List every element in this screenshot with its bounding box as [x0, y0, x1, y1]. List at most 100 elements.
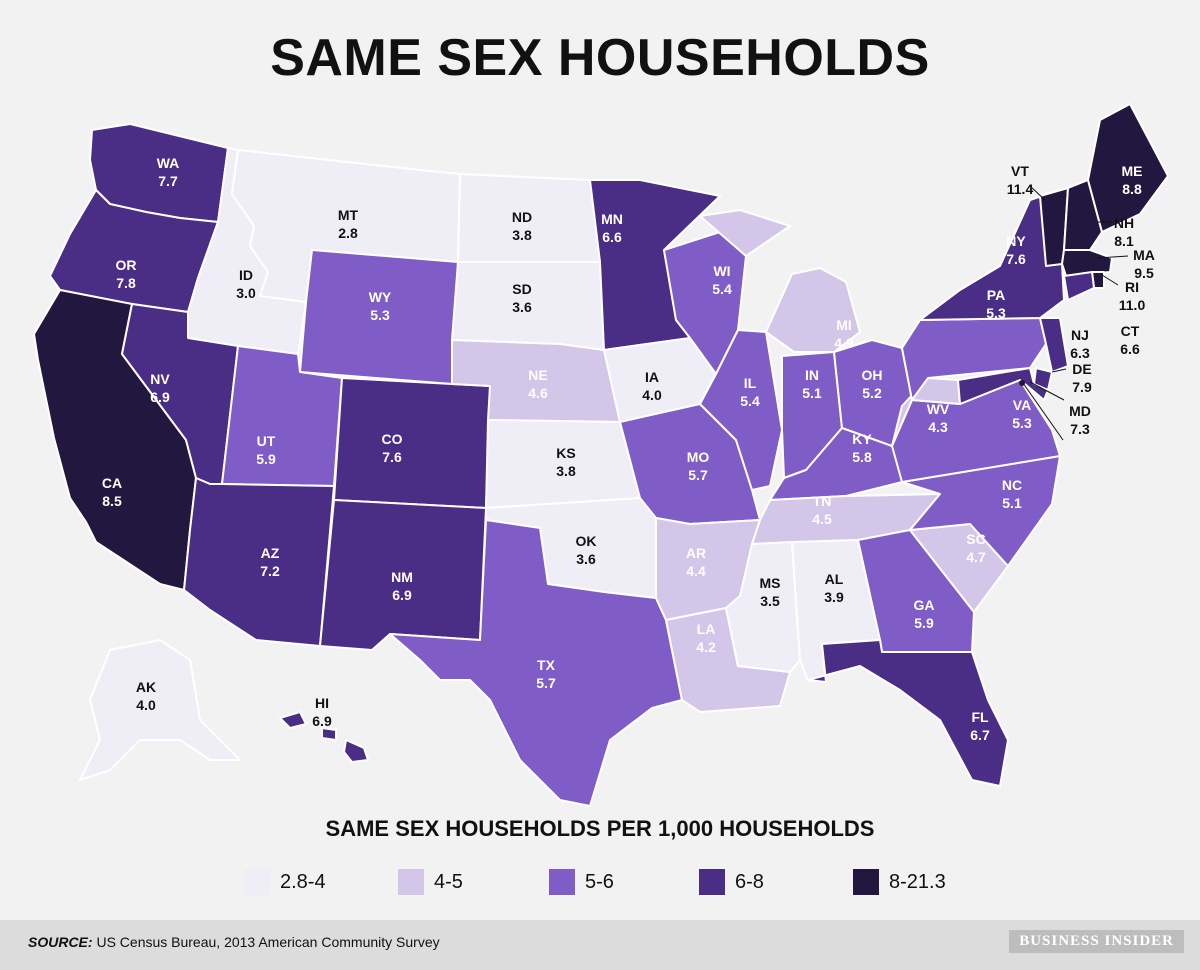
state-mi: [699, 209, 861, 353]
state-abbr-wv: WV: [927, 401, 950, 417]
state-value-nc: 5.1: [1002, 495, 1022, 511]
state-value-ut: 5.9: [256, 451, 276, 467]
footer: SOURCE: US Census Bureau, 2013 American …: [0, 920, 1200, 970]
state-value-ak: 4.0: [136, 697, 156, 713]
state-abbr-de: DE: [1072, 361, 1091, 377]
state-abbr-ga: GA: [914, 597, 935, 613]
legend: 2.8-4 4-5 5-6 6-8 8-21.3: [0, 867, 1200, 897]
legend-title: SAME SEX HOUSEHOLDS PER 1,000 HOUSEHOLDS: [325, 816, 875, 841]
state-value-la: 4.2: [696, 639, 716, 655]
state-value-oh: 5.2: [862, 385, 882, 401]
state-abbr-in: IN: [805, 367, 819, 383]
legend-swatch: [244, 869, 270, 895]
state-abbr-ok: OK: [576, 533, 597, 549]
state-value-wi: 5.4: [712, 281, 732, 297]
state-value-nh: 8.1: [1114, 233, 1134, 249]
state-value-tn: 4.5: [812, 511, 832, 527]
state-abbr-oh: OH: [862, 367, 883, 383]
state-value-nv: 6.9: [150, 389, 170, 405]
state-value-ks: 3.8: [556, 463, 576, 479]
state-abbr-az: AZ: [261, 545, 280, 561]
state-value-wa: 7.7: [158, 173, 178, 189]
leader-md: [1029, 381, 1065, 401]
state-value-co: 7.6: [382, 449, 402, 465]
state-abbr-la: LA: [697, 621, 716, 637]
state-value-de: 7.9: [1072, 379, 1092, 395]
state-value-nm: 6.9: [392, 587, 412, 603]
state-value-nj: 6.3: [1070, 345, 1090, 361]
source-note: SOURCE: US Census Bureau, 2013 American …: [28, 934, 440, 950]
state-abbr-md: MD: [1069, 403, 1091, 419]
state-abbr-nj: NJ: [1071, 327, 1089, 343]
state-value-ms: 3.5: [760, 593, 780, 609]
state-abbr-ct: CT: [1121, 323, 1140, 339]
state-abbr-tx: TX: [537, 657, 556, 673]
state-abbr-nv: NV: [150, 371, 170, 387]
state-value-al: 3.9: [824, 589, 844, 605]
state-value-ia: 4.0: [642, 387, 662, 403]
state-value-pa: 5.3: [986, 305, 1006, 321]
state-value-ne: 4.6: [528, 385, 548, 401]
state-abbr-sc: SC: [966, 531, 985, 547]
state-abbr-id: ID: [239, 267, 253, 283]
state-abbr-ri: RI: [1125, 279, 1139, 295]
state-value-fl: 6.7: [970, 727, 990, 743]
state-abbr-fl: FL: [971, 709, 989, 725]
source-prefix: SOURCE:: [28, 934, 93, 950]
state-ms: [725, 541, 801, 673]
state-value-hi: 6.9: [312, 713, 332, 729]
state-value-mi: 4.9: [834, 335, 854, 351]
state-value-ga: 5.9: [914, 615, 934, 631]
state-abbr-nc: NC: [1002, 477, 1022, 493]
leader-dc: [1022, 382, 1064, 441]
state-value-mt: 2.8: [338, 225, 358, 241]
state-abbr-co: CO: [382, 431, 403, 447]
leader-ma: [1097, 255, 1129, 259]
state-abbr-pa: PA: [987, 287, 1005, 303]
state-value-ny: 7.6: [1006, 251, 1026, 267]
legend-label: 2.8-4: [280, 870, 326, 893]
state-abbr-tn: TN: [813, 493, 832, 509]
state-abbr-wa: WA: [157, 155, 180, 171]
page-title: SAME SEX HOUSEHOLDS: [270, 29, 930, 87]
leader-de: [1051, 368, 1067, 373]
state-value-id: 3.0: [236, 285, 256, 301]
legend-item-bin3: 5-6: [549, 867, 614, 897]
state-abbr-ak: AK: [136, 679, 156, 695]
state-abbr-nd: ND: [512, 209, 532, 225]
state-md: [957, 367, 1049, 405]
state-value-in: 5.1: [802, 385, 822, 401]
brand-logo: BUSINESS INSIDER: [1009, 930, 1184, 953]
state-abbr-ca: CA: [102, 475, 122, 491]
state-ct: [1063, 271, 1095, 301]
state-abbr-va: VA: [1013, 397, 1031, 413]
state-co: [333, 377, 491, 509]
legend-label: 6-8: [735, 870, 764, 893]
legend-label: 4-5: [434, 870, 463, 893]
state-value-vt: 11.4: [1007, 181, 1034, 197]
state-abbr-wy: WY: [369, 289, 392, 305]
state-value-me: 8.8: [1122, 181, 1142, 197]
us-choropleth-map: WA 7.7 OR 7.8 CA 8.5 ID 3.0 NV 6.9 MT 2.8 WY 5.3 UT 5.9…: [33, 103, 1169, 807]
state-abbr-ms: MS: [760, 575, 781, 591]
state-value-mo: 5.7: [688, 467, 708, 483]
state-value-ct: 6.6: [1120, 341, 1140, 357]
state-abbr-ny: NY: [1006, 233, 1026, 249]
state-fl: [807, 639, 1009, 787]
state-value-ky: 5.8: [852, 449, 872, 465]
state-abbr-me: ME: [1122, 163, 1143, 179]
state-abbr-or: OR: [116, 257, 137, 273]
state-abbr-hi: HI: [315, 695, 329, 711]
state-value-ar: 4.4: [686, 563, 706, 579]
state-abbr-ky: KY: [852, 431, 872, 447]
state-hi: [279, 711, 369, 763]
state-il: [699, 329, 783, 491]
state-nc: [901, 455, 1061, 567]
state-az: [183, 477, 335, 647]
state-ak: [79, 639, 241, 781]
state-abbr-ia: IA: [645, 369, 659, 385]
state-mt: [231, 149, 461, 303]
state-value-az: 7.2: [260, 563, 280, 579]
state-value-mn: 6.6: [602, 229, 622, 245]
state-value-ma: 9.5: [1134, 265, 1154, 281]
